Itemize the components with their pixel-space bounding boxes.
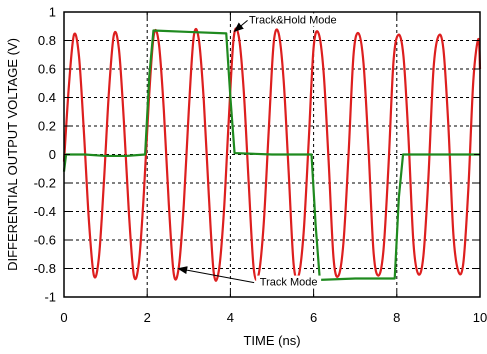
x-tick-label: 10 — [473, 310, 487, 325]
x-tick-label: 2 — [144, 310, 151, 325]
annotation-arrow — [233, 20, 248, 33]
y-tick-label: -0.6 — [34, 233, 56, 248]
y-tick-label: 0.6 — [38, 62, 56, 77]
series-track-hold-mode — [62, 29, 480, 281]
y-tick-label: 0.2 — [38, 119, 56, 134]
x-tick-label: 4 — [227, 310, 234, 325]
x-axis-label: TIME (ns) — [243, 333, 300, 348]
annotation-bg — [245, 13, 341, 27]
annotation-bg — [256, 275, 322, 289]
y-tick-label: -0.4 — [34, 204, 56, 219]
y-tick-label: 0.4 — [38, 90, 56, 105]
annotation-arrow — [177, 266, 255, 284]
y-tick-label: -0.8 — [34, 261, 56, 276]
series-track-mode — [62, 27, 482, 282]
x-tick-label: 0 — [60, 310, 67, 325]
series-layer — [62, 27, 482, 282]
y-tick-label: 0.8 — [38, 33, 56, 48]
y-tick-label: 0 — [49, 147, 56, 162]
annotation-label: Track Mode — [260, 277, 318, 289]
x-tick-label: 8 — [393, 310, 400, 325]
y-tick-label: -0.2 — [34, 176, 56, 191]
y-axis-label: DIFFERENTIAL OUTPUT VOLTAGE (V) — [5, 38, 20, 271]
annotations: Track&Hold Mode Track Mode — [177, 13, 341, 289]
y-tick-label: 1 — [49, 5, 56, 20]
annotation-label: Track&Hold Mode — [249, 14, 337, 26]
y-tick-label: -1 — [44, 290, 56, 305]
x-tick-label: 6 — [310, 310, 317, 325]
ticks: 0 2 4 6 8 10 1 0.8 0.6 0.4 0.2 0 -0.2 -0.4 -0.6 -0.8 -1 — [34, 5, 487, 326]
